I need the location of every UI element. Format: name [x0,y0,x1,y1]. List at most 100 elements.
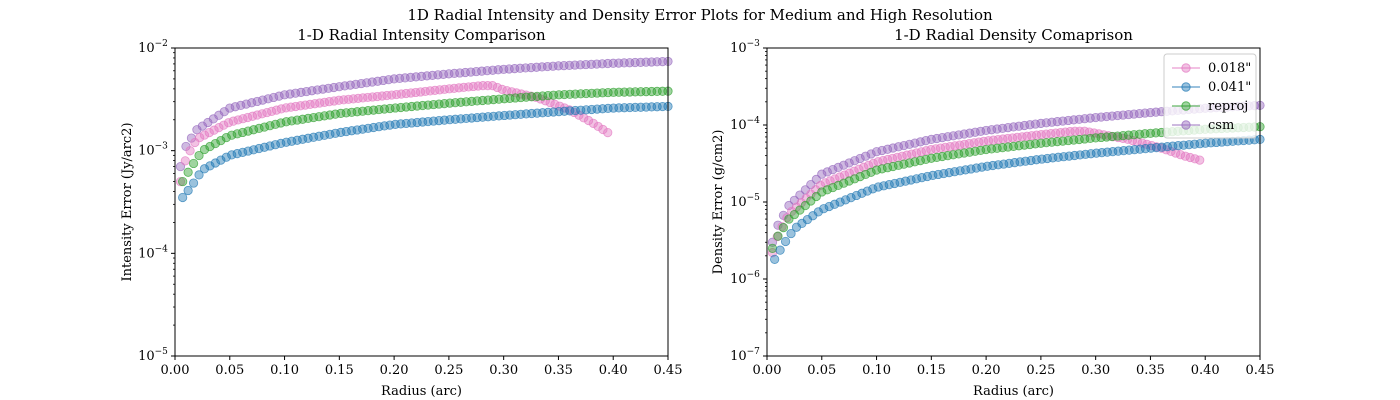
left-point-csm [268,92,279,103]
left-point-0.018 [185,146,195,156]
left-point-0.041 [238,147,248,157]
right-point-csm [877,145,887,156]
right-point-0.018 [1065,127,1075,137]
right-point-0.041 [824,201,834,212]
left-x-tick-label: 0.05 [215,363,244,378]
left-x-tick-label: 0.45 [654,363,683,378]
right-point-csm [860,151,871,161]
right-point-csm [899,140,909,151]
left-panel: 1-D Radial Intensity Comparison 0.00 0.05… [120,26,682,399]
left-point-0.018 [401,88,411,99]
left-point-0.018 [473,81,483,91]
left-point-0.018 [387,90,397,100]
left-point-0.018 [391,89,402,100]
left-point-csm [247,98,257,108]
right-x-tick-label: 0.25 [1026,363,1055,378]
left-point-0.018 [430,85,440,95]
right-point-0.041 [911,174,922,184]
left-x-tick-label: 0.00 [161,363,190,378]
left-point-0.041 [199,164,210,174]
right-point-0.018 [955,140,965,150]
right-point-reproj [850,174,860,184]
left-point-0.018 [468,81,478,92]
left-point-0.018 [382,90,392,101]
left-point-0.018 [305,99,315,110]
left-point-csm [219,107,229,117]
legend-marker [1181,63,1191,73]
left-point-0.018 [291,101,301,112]
right-y-tick-label: 10−4 [730,116,760,133]
right-point-0.018 [940,142,950,152]
left-point-0.018 [593,121,603,132]
right-panel-title: 1-D Radial Density Comaprison [894,26,1133,44]
right-point-0.018 [1070,126,1080,136]
right-point-reproj [767,243,778,253]
left-point-0.018 [550,99,560,109]
right-point-csm [850,156,860,166]
left-point-0.018 [459,82,469,93]
right-point-reproj [904,158,915,168]
right-point-csm [822,167,832,177]
left-point-0.041 [227,150,237,160]
left-point-reproj [270,119,280,129]
right-point-reproj [822,185,832,195]
legend-marker [1181,120,1191,130]
left-point-0.018 [175,176,186,187]
right-point-reproj [839,178,849,188]
left-point-0.041 [183,185,193,196]
right-point-0.041 [846,193,856,203]
right-point-reproj [915,156,925,166]
left-point-reproj [221,132,231,143]
left-point-0.018 [204,128,214,138]
right-point-csm [921,136,931,146]
left-point-csm [208,114,218,124]
right-point-0.018 [945,142,955,152]
right-point-reproj [817,187,827,197]
right-point-0.018 [849,166,859,176]
right-point-reproj [773,231,783,241]
right-point-0.041 [900,176,911,186]
right-point-0.018 [1051,128,1061,138]
legend-marker [1181,101,1191,111]
left-point-0.041 [178,192,188,203]
right-point-0.018 [844,168,854,178]
right-point-0.018 [1195,155,1205,165]
left-x-tick-label: 0.20 [380,363,409,378]
left-y-axis-label: Intensity Error (Jy/arc2) [120,122,135,281]
left-y-tick-label: 10−2 [138,39,168,56]
right-point-csm [888,143,898,153]
right-point-reproj [877,164,887,174]
right-point-0.018 [863,160,874,170]
right-point-0.041 [873,182,883,192]
right-point-csm [904,139,915,149]
right-point-reproj [910,157,920,167]
legend-box [1163,53,1257,139]
right-point-0.018 [983,136,994,146]
right-point-csm [915,137,925,147]
left-point-0.018 [310,99,320,109]
left-point-0.018 [295,101,306,111]
left-point-0.018 [199,130,210,140]
right-plot-frame [766,47,1261,357]
right-panel: 1-D Radial Density Comaprison 0.00 0.05 0.… [711,26,1274,399]
right-point-reproj [866,167,876,177]
left-point-reproj [188,158,199,169]
left-point-0.041 [270,140,280,150]
right-point-0.041 [835,197,845,207]
left-point-0.018 [463,82,474,92]
left-y-tick-label: 10−3 [138,142,168,159]
left-point-0.018 [286,102,296,112]
right-point-0.018 [1031,130,1042,140]
left-point-0.018 [603,127,613,138]
left-point-0.018 [583,115,594,126]
right-point-reproj [778,223,789,233]
right-point-reproj [921,154,931,165]
right-point-csm [828,165,838,175]
right-point-0.041 [830,199,840,209]
right-point-0.041 [917,173,927,183]
right-x-axis-label: Radius (arc) [973,384,1054,399]
left-point-0.018 [363,92,373,103]
right-y-tick-label: 10−6 [730,270,760,287]
right-x-tick-label: 0.20 [972,363,1001,378]
right-point-0.041 [906,175,916,185]
